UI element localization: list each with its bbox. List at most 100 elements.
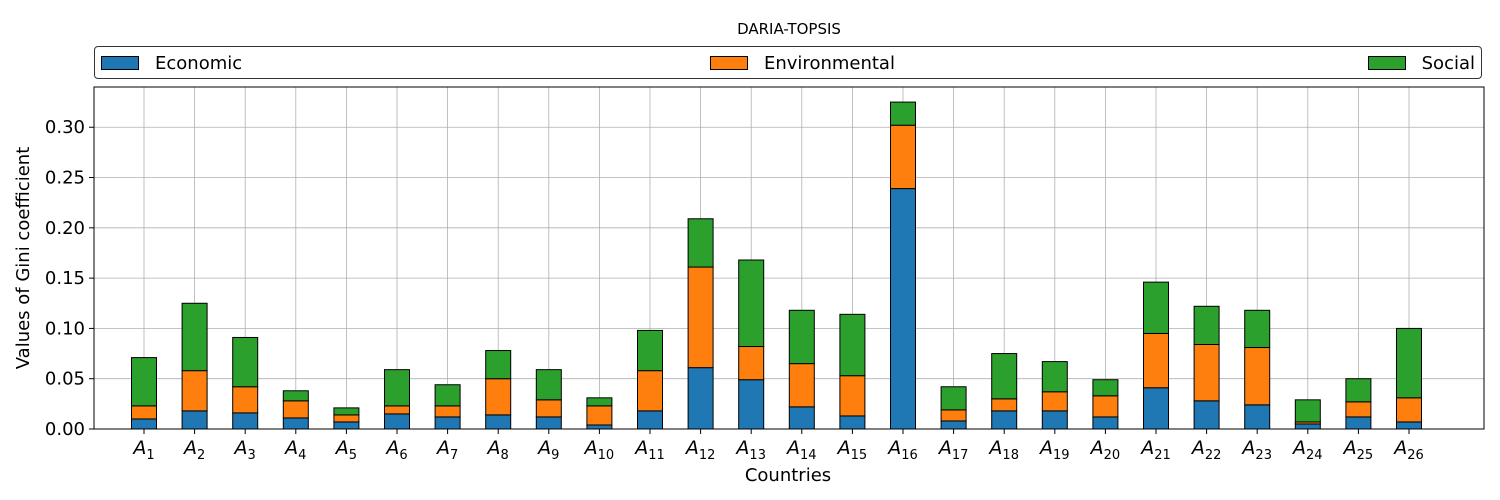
bar-economic <box>1144 388 1169 429</box>
bar-economic <box>1245 405 1270 429</box>
x-tick-subscript: 11 <box>648 448 665 463</box>
bars-layer <box>132 102 1422 429</box>
bar-environmental <box>334 415 359 422</box>
legend-label-social: Social <box>1422 53 1475 74</box>
y-axis-label: Values of Gini coefficient <box>13 147 34 370</box>
legend-label-environmental: Environmental <box>764 53 895 74</box>
bar-social <box>840 314 865 375</box>
x-tick-subscript: 26 <box>1407 448 1424 463</box>
bar-environmental <box>1093 396 1118 417</box>
bar-economic <box>1295 424 1320 429</box>
x-tick-subscript: 12 <box>699 448 716 463</box>
x-tick-subscript: 9 <box>551 448 559 463</box>
x-tick-subscript: 19 <box>1053 448 1070 463</box>
y-tick-label: 0.15 <box>45 268 85 289</box>
bar-economic <box>789 407 814 429</box>
x-tick-base: A <box>435 437 450 459</box>
x-axis-label: Countries <box>745 465 831 486</box>
x-tick-subscript: 4 <box>298 448 306 463</box>
bar-social <box>283 391 308 401</box>
bar-environmental <box>891 125 916 188</box>
x-tick-label: A4 <box>283 437 306 463</box>
bar-environmental <box>233 387 258 413</box>
x-tick-base: A <box>486 437 501 459</box>
bar-economic <box>1042 411 1067 429</box>
bar-economic <box>840 416 865 429</box>
x-tick-subscript: 13 <box>749 448 766 463</box>
bar-environmental <box>840 376 865 416</box>
y-tick-label: 0.00 <box>45 419 85 440</box>
bar-social <box>486 351 511 379</box>
bar-social <box>1346 379 1371 402</box>
x-tick-label: A10 <box>583 437 615 463</box>
bar-social <box>1397 328 1422 397</box>
bar-social <box>739 260 764 347</box>
x-tick-base: A <box>1089 437 1104 459</box>
bar-environmental <box>587 406 612 425</box>
x-tick-subscript: 25 <box>1357 448 1374 463</box>
x-tick-subscript: 6 <box>399 448 407 463</box>
y-ticks: 0.000.050.100.150.200.250.30 <box>45 117 94 440</box>
bar-environmental <box>435 406 460 417</box>
x-tick-base: A <box>734 437 749 459</box>
x-tick-base: A <box>1392 437 1407 459</box>
bar-environmental <box>992 399 1017 411</box>
bar-environmental <box>536 400 561 417</box>
bar-social <box>1144 282 1169 333</box>
x-tick-label: A23 <box>1240 437 1272 463</box>
x-tick-label: A17 <box>937 437 969 463</box>
x-tick-label: A22 <box>1190 437 1222 463</box>
x-tick-base: A <box>384 437 399 459</box>
bar-environmental <box>1245 348 1270 405</box>
bar-economic <box>1346 417 1371 429</box>
x-tick-label: A6 <box>384 437 407 463</box>
bar-social <box>435 385 460 406</box>
x-tick-label: A13 <box>734 437 766 463</box>
x-tick-subscript: 16 <box>901 448 918 463</box>
x-tick-subscript: 5 <box>349 448 357 463</box>
bar-economic <box>182 411 207 429</box>
x-tick-subscript: 24 <box>1306 448 1323 463</box>
bar-environmental <box>1397 398 1422 422</box>
x-tick-label: A24 <box>1291 437 1323 463</box>
x-tick-label: A14 <box>785 437 817 463</box>
bar-social <box>1042 362 1067 392</box>
y-tick-label: 0.05 <box>45 369 85 390</box>
x-tick-label: A9 <box>536 437 559 463</box>
bar-social <box>233 337 258 386</box>
bar-social <box>587 398 612 406</box>
x-tick-subscript: 8 <box>501 448 509 463</box>
bar-economic <box>536 417 561 429</box>
x-tick-base: A <box>334 437 349 459</box>
x-tick-base: A <box>1342 437 1357 459</box>
x-tick-base: A <box>1291 437 1306 459</box>
x-tick-base: A <box>1240 437 1255 459</box>
bar-environmental <box>486 379 511 415</box>
bar-environmental <box>688 267 713 368</box>
bar-social <box>1295 400 1320 422</box>
bar-environmental <box>182 371 207 411</box>
bar-environmental <box>385 406 410 414</box>
x-tick-subscript: 15 <box>851 448 868 463</box>
x-tick-base: A <box>987 437 1002 459</box>
y-tick-label: 0.25 <box>45 168 85 189</box>
x-tick-subscript: 7 <box>450 448 458 463</box>
x-tick-label: A25 <box>1342 437 1374 463</box>
bar-economic <box>688 368 713 429</box>
x-tick-base: A <box>886 437 901 459</box>
legend-item-social: Social <box>1368 53 1475 73</box>
legend-swatch-environmental <box>710 56 748 70</box>
x-tick-base: A <box>583 437 598 459</box>
bar-environmental <box>1194 345 1219 401</box>
x-tick-label: A11 <box>633 437 665 463</box>
bar-environmental <box>1144 333 1169 387</box>
bar-economic <box>435 417 460 429</box>
x-tick-subscript: 20 <box>1104 448 1121 463</box>
x-tick-label: A8 <box>486 437 509 463</box>
x-tick-label: A16 <box>886 437 918 463</box>
x-tick-label: A7 <box>435 437 458 463</box>
bar-environmental <box>789 364 814 407</box>
bar-environmental <box>1042 392 1067 411</box>
bar-social <box>688 219 713 267</box>
x-tick-label: A15 <box>836 437 868 463</box>
